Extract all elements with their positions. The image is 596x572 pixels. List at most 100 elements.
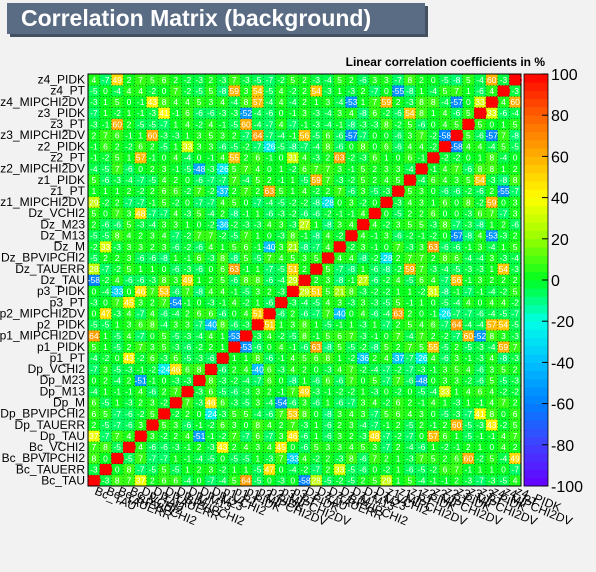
cell-value-label: 1 [501,119,506,129]
heatmap-cell [497,163,510,175]
heatmap-cell [427,174,440,186]
cell-value-label: -5 [324,320,332,330]
cell-value-label: 60 [464,453,474,463]
cell-value-label: 4 [337,253,342,263]
cell-value-label: 1 [244,464,249,474]
heatmap-cell [275,207,288,220]
cell-value-label: 3 [337,164,342,174]
cell-value-label: 7 [396,375,401,385]
cell-value-label: 2 [138,231,143,241]
heatmap-cell [111,307,124,320]
cell-value-label: 1 [173,453,178,463]
cell-value-label: 49 [300,387,310,397]
cell-value-label: 4 [326,242,331,252]
cell-value-label: 28 [311,476,321,486]
cell-value-label: -7 [195,320,203,330]
cell-value-label: -7 [394,75,402,85]
cell-value-label: 54 [253,86,263,96]
cell-value-label: 2 [513,398,518,408]
cell-value-label: 100 [485,97,499,107]
heatmap-cell [450,163,463,175]
heatmap-cell [99,207,112,220]
cell-value-label: -7 [312,309,320,319]
heatmap-cell [216,185,229,197]
cell-value-label: -3 [406,242,414,252]
cell-value-label: 0 [443,208,448,218]
heatmap-cell [240,363,253,375]
heatmap-cell [403,318,416,331]
heatmap-cell [497,140,510,153]
heatmap-cell [99,163,112,175]
heatmap-cell [368,452,381,465]
cell-value-label: -3 [125,364,133,374]
heatmap-cell [263,385,276,398]
heatmap-cell [485,96,498,108]
cell-value-label: -6 [312,398,320,408]
heatmap-cell [427,318,440,331]
cell-value-label: -3 [90,119,98,129]
heatmap-cell [169,263,182,275]
y-tick-label: Dz_TAUERR [15,262,85,276]
cell-value-label: 7 [197,231,202,241]
heatmap-cell [333,307,346,320]
cell-value-label: -4 [500,453,508,463]
heatmap-cell [368,129,381,142]
cell-value-label: 1 [501,242,506,252]
heatmap-cell [88,463,101,476]
cell-value-label: -1 [429,476,437,486]
heatmap-cell [298,441,311,453]
heatmap-cell [205,185,218,197]
heatmap-cell [240,274,253,286]
heatmap-cell [123,85,136,97]
cell-value-label: 2 [407,398,412,408]
cell-value-label: 3 [478,275,483,285]
cell-value-label: -8 [219,86,227,96]
heatmap-cell [380,341,393,353]
cell-value-label: 100 [262,309,276,319]
cell-value-label: 0 [103,453,108,463]
heatmap-cell [111,352,124,364]
heatmap-cell [474,318,487,331]
heatmap-cell [322,229,335,242]
heatmap-cell [99,474,112,487]
heatmap-cell [123,151,136,164]
heatmap-cell [357,352,370,364]
heatmap-cell [158,307,171,320]
cell-value-label: 5 [407,476,412,486]
cell-value-label: 1 [466,398,471,408]
heatmap-cell [134,185,147,197]
heatmap-cell [462,463,475,476]
heatmap-cell [392,129,405,142]
heatmap-cell [205,241,218,253]
y-tick-label: z4_PIDK [38,73,85,87]
heatmap-cell [368,185,381,197]
heatmap-cell [415,163,428,175]
cell-value-label: -6 [441,353,449,363]
cell-value-label: 8 [244,97,249,107]
cell-value-label: 4 [443,108,448,118]
heatmap-cell [403,441,416,453]
cell-value-label: 0 [431,75,436,85]
color-bar-segment [524,214,548,223]
heatmap-cell [345,419,358,431]
color-bar-segment [524,148,548,157]
cell-value-label: -33 [287,453,300,463]
cell-value-label: 6 [431,320,436,330]
heatmap-cell [286,408,299,420]
plot-frame [87,73,522,487]
cell-value-label: 0 [290,442,295,452]
heatmap-cell [158,385,171,398]
heatmap-cell [134,218,147,231]
cell-value-label: -2 [383,398,391,408]
cell-value-label: 100 [274,297,288,307]
cell-value-label: -7 [266,75,274,85]
cell-value-label: 5 [326,264,331,274]
cell-value-label: 5 [513,242,518,252]
cell-value-label: 6 [173,476,178,486]
heatmap-cell [286,196,299,208]
cell-value-label: 4 [349,409,354,419]
heatmap-cell [228,341,241,353]
cell-value-label: 2 [326,453,331,463]
heatmap-cell [485,430,498,442]
heatmap-cell [286,185,299,197]
